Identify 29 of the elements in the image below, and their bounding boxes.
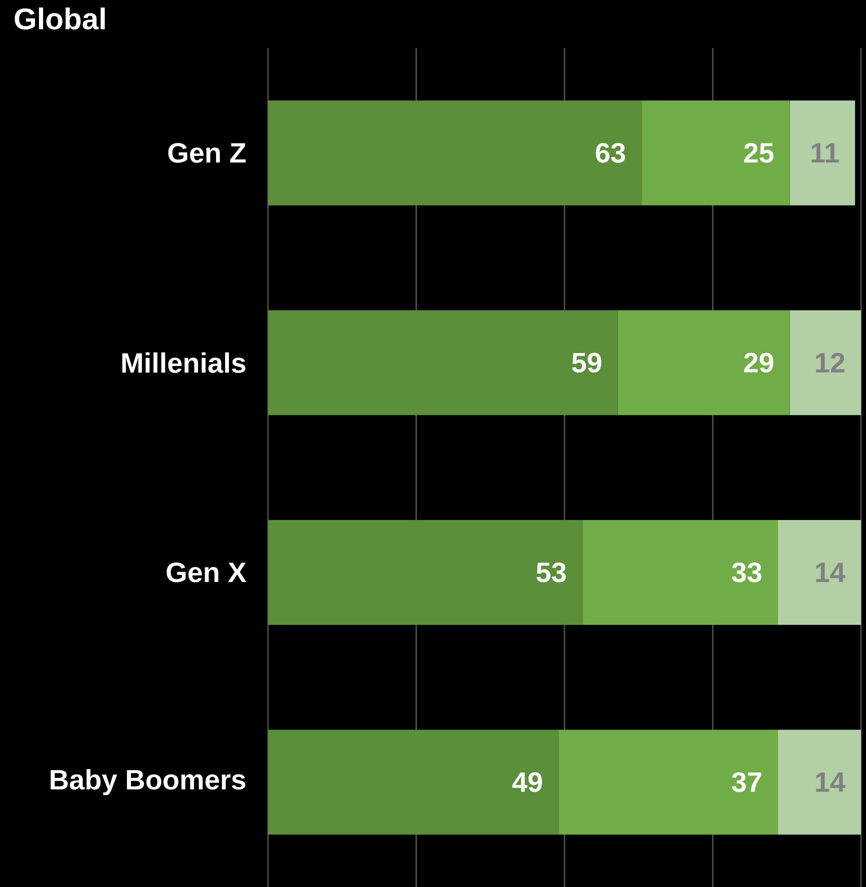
bar (582, 520, 778, 625)
data-label: 63 (596, 142, 626, 163)
chart-title: Global (14, 8, 105, 30)
bar (268, 520, 582, 625)
bar (790, 310, 861, 416)
data-label: 37 (732, 772, 762, 792)
bar (778, 730, 861, 835)
bar (618, 310, 790, 416)
y-tick-label: Gen Z (168, 142, 246, 163)
data-label: 11 (812, 143, 839, 163)
data-label: 12 (816, 352, 844, 372)
data-label: 49 (512, 772, 542, 792)
data-label: 53 (536, 562, 566, 582)
data-label: 25 (744, 142, 774, 163)
y-tick-label: Gen X (166, 562, 246, 582)
bar (558, 730, 778, 835)
data-label: 29 (744, 352, 774, 373)
bar (778, 520, 861, 625)
bar (268, 100, 642, 206)
y-tick-label: Millenials (122, 352, 246, 373)
data-label: 59 (572, 352, 602, 373)
bar (642, 100, 790, 206)
y-tick-label: Baby Boomers (50, 769, 246, 796)
data-label: 14 (816, 562, 846, 582)
bar (268, 310, 618, 416)
data-label: 33 (732, 562, 762, 582)
bar (268, 730, 559, 835)
data-label: 14 (816, 772, 846, 792)
bar (790, 100, 856, 206)
